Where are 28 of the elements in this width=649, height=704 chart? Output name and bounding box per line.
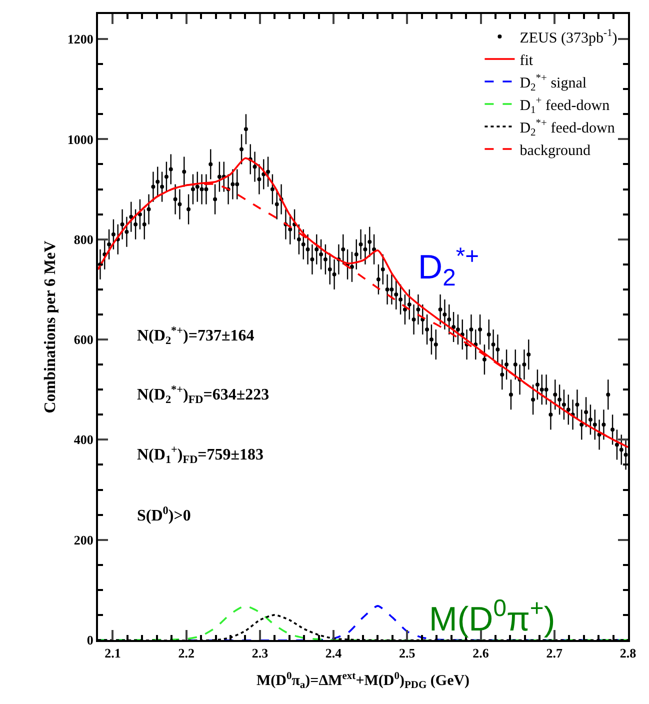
annotation: S(D$^{0}$)>0 bbox=[137, 505, 191, 525]
legend-label: D$_{2}$$^{*+}$ feed-down bbox=[520, 118, 616, 139]
y-tick-label: 600 bbox=[74, 332, 94, 348]
y-tick-label: 800 bbox=[74, 232, 94, 247]
x-tick-label: 2.8 bbox=[620, 646, 637, 661]
x-tick-label: 2.6 bbox=[472, 646, 490, 661]
x-tick-label: 2.7 bbox=[546, 646, 564, 661]
y-axis-title: Combinations per 6 MeV bbox=[42, 240, 59, 414]
y-tick-label: 200 bbox=[74, 532, 94, 548]
legend-label: ZEUS (373pb$^{-1}$) bbox=[520, 28, 618, 46]
y-tick-label: 0 bbox=[86, 632, 94, 648]
x-tick-label: 2.5 bbox=[399, 646, 416, 661]
legend-label: D$_{1}$$^{+}$ feed-down bbox=[520, 96, 610, 116]
annotation: N(D$_{2}$$^{*+}$)=737±164 bbox=[137, 325, 254, 348]
legend-label: D$_{2}$$^{*+}$ signal bbox=[520, 73, 587, 94]
text: M(D$^{0}$π$_{a}$)=ΔM$^{ext}$+M(D$^{0}$)$_{PDG}$ (GeV) bbox=[256, 670, 470, 692]
legend-label: fit bbox=[520, 52, 534, 69]
legend-label: background bbox=[520, 142, 592, 159]
y-tick-label: 1200 bbox=[67, 32, 94, 47]
x-tick-label: 2.1 bbox=[104, 646, 121, 661]
annotation: N(D$_{1}$$^{+}$)$_{FD}$=759±183 bbox=[137, 444, 264, 466]
x-tick-label: 2.3 bbox=[252, 646, 269, 661]
x-tick-label: 2.2 bbox=[178, 646, 194, 661]
annotation: M(D$^{0}$π$^{+}$) bbox=[429, 595, 556, 638]
y-tick-label: 400 bbox=[74, 432, 94, 448]
y-tick-label: 1000 bbox=[67, 132, 94, 147]
annotation: N(D$_{2}$$^{*+}$)$_{FD}$=634±223 bbox=[137, 384, 270, 406]
x-tick-label: 2.4 bbox=[325, 646, 342, 661]
